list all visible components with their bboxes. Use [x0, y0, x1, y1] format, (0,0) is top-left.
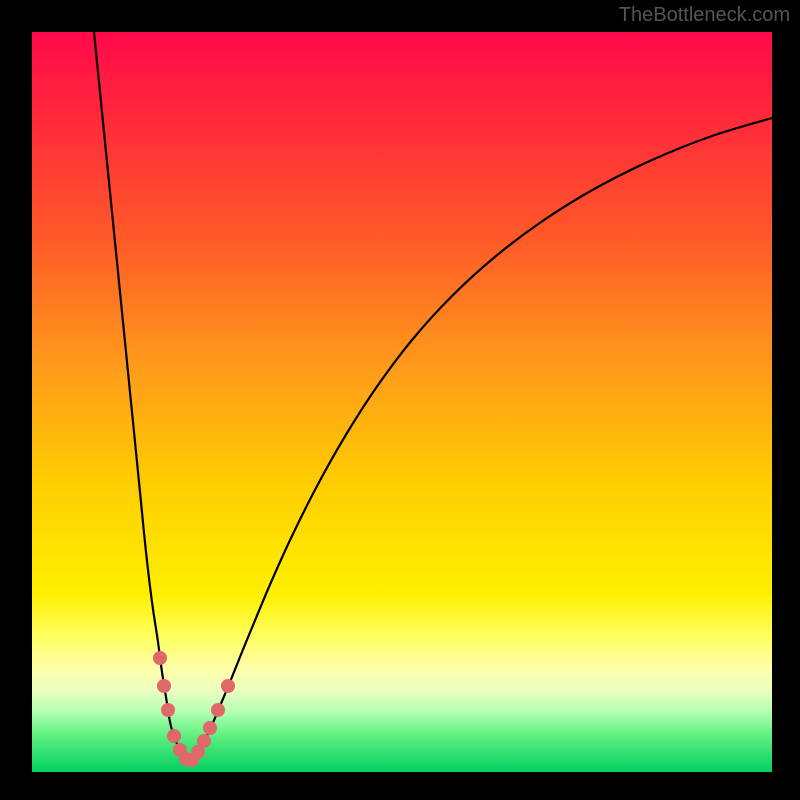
watermark-text: TheBottleneck.com [619, 4, 790, 27]
curve-right-branch [190, 118, 772, 761]
data-marker [221, 679, 235, 693]
data-marker [203, 721, 217, 735]
data-marker [197, 734, 211, 748]
canvas: TheBottleneck.com [0, 0, 800, 800]
data-marker [161, 703, 175, 717]
data-marker [157, 679, 171, 693]
curve-left-branch [94, 32, 190, 761]
data-marker [211, 703, 225, 717]
data-marker [167, 729, 181, 743]
plot-area [32, 32, 772, 772]
data-marker [153, 651, 167, 665]
curve-overlay [32, 32, 772, 772]
